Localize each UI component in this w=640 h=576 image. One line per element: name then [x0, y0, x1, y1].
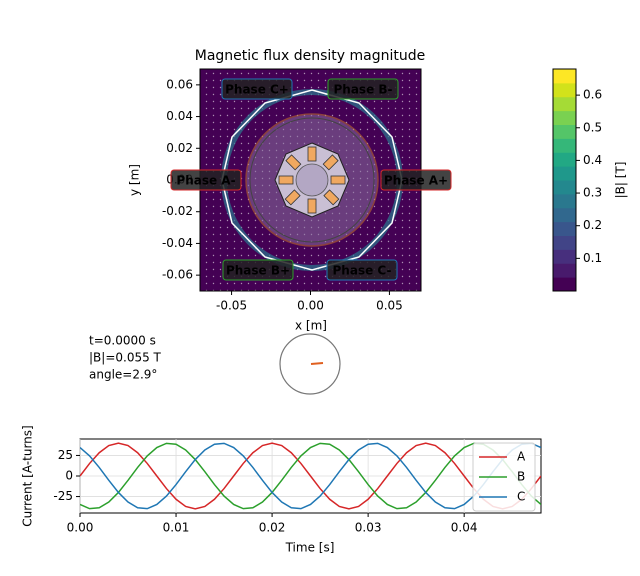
- x-tick-label: 0.00: [297, 299, 324, 313]
- y-tick-label: 0.06: [166, 77, 193, 91]
- stator-outline: [221, 89, 403, 271]
- colorbar-band: [553, 235, 576, 250]
- phase-label-box: [222, 259, 294, 281]
- x-tick-label: 0.05: [376, 299, 403, 313]
- colorbar-band: [553, 96, 576, 112]
- info-text: angle=2.9°: [89, 368, 157, 382]
- x-tick-label: -0.05: [216, 299, 247, 313]
- phase-label-box: [170, 169, 242, 191]
- x-axis-label: Time [s]: [285, 541, 335, 555]
- phase-label-box: [221, 78, 293, 100]
- colorbar-tick-label: 0.4: [583, 153, 602, 167]
- chart-title: Magnetic flux density magnitude: [195, 48, 426, 64]
- series-line: [80, 442, 541, 510]
- colorbar-band: [553, 221, 576, 236]
- series-line: [80, 442, 541, 510]
- colorbar-tick-label: 0.2: [583, 218, 602, 232]
- phase-label-box: [327, 78, 399, 100]
- phase-label: Phase A-: [176, 174, 235, 188]
- series-line: [80, 442, 541, 510]
- colorbar-band: [553, 207, 576, 223]
- y-tick-label: -0.04: [162, 236, 193, 250]
- colorbar-band: [553, 193, 576, 209]
- legend-label: B: [517, 470, 525, 484]
- colorbar-band: [553, 124, 576, 139]
- colorbar-band: [553, 152, 576, 167]
- y-tick-label: 25: [58, 448, 73, 462]
- legend-label: C: [517, 490, 525, 504]
- phase-label: Phase B+: [226, 264, 290, 278]
- colorbar-band: [553, 110, 576, 125]
- rotor-indicator: [279, 333, 341, 395]
- colorbar-band: [553, 249, 576, 264]
- y-tick-label: 0: [65, 469, 73, 483]
- info-text: |B|=0.055 T: [89, 351, 162, 365]
- phase-label-box: [326, 259, 398, 281]
- y-axis-label: y [m]: [128, 164, 142, 196]
- rotor-slots: [278, 146, 346, 214]
- y-tick-label: -0.06: [162, 268, 193, 282]
- colorbar-band: [553, 263, 576, 278]
- x-tick-label: 0.01: [163, 521, 190, 535]
- colorbar-band: [553, 277, 576, 292]
- legend-label: A: [517, 450, 526, 464]
- x-tick-label: 0.02: [259, 521, 286, 535]
- airgap: [249, 117, 375, 243]
- phase-label-box: [380, 169, 452, 191]
- x-tick-label: 0.04: [451, 521, 478, 535]
- colorbar-tick-label: 0.6: [583, 88, 602, 102]
- phase-label: Phase B-: [333, 83, 392, 97]
- colorbar-tick-label: 0.5: [583, 120, 602, 134]
- x-tick-label: 0.00: [67, 521, 94, 535]
- colorbar-band: [553, 166, 576, 181]
- x-axis-label: x [m]: [295, 319, 327, 333]
- colorbar-tick-label: 0.1: [583, 251, 602, 265]
- rotor-angle-arrow: [310, 362, 324, 365]
- y-tick-label: 0.04: [166, 109, 193, 123]
- y-tick-label: -0.02: [162, 204, 193, 218]
- colorbar-tick-label: 0.3: [583, 186, 602, 200]
- info-text: t=0.0000 s: [89, 334, 156, 348]
- colorbar-band: [553, 69, 576, 84]
- y-axis-label: Current [A-turns]: [21, 425, 35, 526]
- x-tick-label: 0.03: [355, 521, 382, 535]
- y-tick-label: -25: [53, 489, 73, 503]
- y-tick-label: 0.02: [166, 141, 193, 155]
- colorbar-band: [553, 180, 576, 195]
- colorbar-band: [553, 82, 576, 98]
- phase-label: Phase C+: [225, 83, 289, 97]
- colorbar-frame: [552, 68, 577, 292]
- shaft: [295, 163, 329, 197]
- phase-label: Phase A+: [384, 174, 448, 188]
- colorbar-band: [553, 138, 576, 153]
- phase-label: Phase C-: [333, 264, 392, 278]
- colorbar-label: |B| [T]: [614, 162, 628, 199]
